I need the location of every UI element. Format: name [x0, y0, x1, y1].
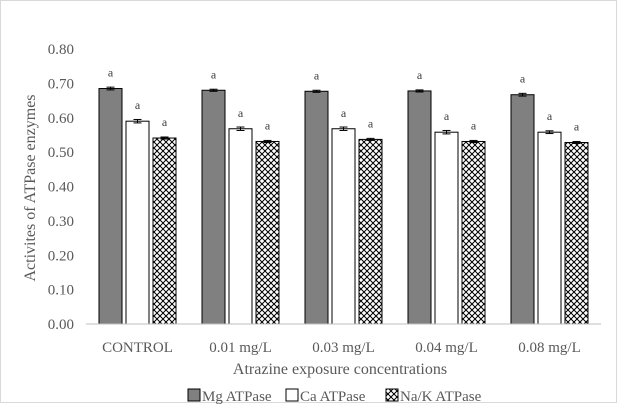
legend-item: Na/K ATPase: [385, 388, 482, 404]
error-bar: [366, 137, 375, 141]
x-tick-label: 0.04 mg/L: [415, 340, 478, 356]
plot-area: a a a a a a a a a a a a a a a: [98, 66, 589, 325]
legend-swatch: [285, 388, 299, 402]
y-tick-label: 0.60: [48, 111, 74, 127]
x-axis-title: Atrazine exposure concentrations: [233, 361, 447, 378]
x-tick-label: 0.08 mg/L: [518, 340, 581, 356]
bar-mg-atpase: [201, 89, 226, 325]
significance-label: a: [520, 72, 526, 86]
bar-mg-atpase: [510, 94, 535, 325]
legend-label: Ca ATPase: [300, 389, 366, 404]
error-bar: [209, 88, 218, 92]
bar-ca-atpase: [228, 128, 253, 325]
y-tick-label: 0.20: [48, 248, 74, 264]
error-bar: [160, 136, 169, 140]
bar-ca-atpase: [331, 128, 356, 325]
bar-ca-atpase: [434, 131, 459, 325]
bar-ca-atpase: [125, 120, 150, 325]
y-axis-ticks: 0.00 0.10 0.20 0.30 0.40 0.50 0.60 0.70 0.80: [48, 42, 74, 333]
bar-na-k-atpase: [358, 138, 383, 325]
y-tick-label: 0.80: [48, 42, 74, 58]
significance-label: a: [238, 106, 244, 120]
y-tick-label: 0.70: [48, 76, 74, 92]
bar-na-k-atpase: [461, 140, 486, 325]
error-bar: [442, 129, 451, 135]
error-bar: [339, 126, 348, 131]
significance-label: a: [417, 68, 423, 82]
significance-label: a: [162, 115, 168, 129]
bar-mg-atpase: [304, 90, 329, 325]
error-bar: [133, 118, 142, 124]
error-bar: [518, 92, 527, 97]
error-bar: [415, 89, 424, 93]
y-tick-label: 0.40: [48, 180, 74, 196]
legend-label: Mg ATPase: [202, 389, 272, 404]
bar-na-k-atpase: [564, 142, 589, 325]
significance-label: a: [471, 118, 477, 132]
y-axis-title: Activites of ATPase enzymes: [22, 94, 39, 281]
legend: Mg ATPase Ca ATPase Na/K ATPase: [187, 388, 482, 404]
y-tick-label: 0.10: [48, 283, 74, 299]
x-tick-label: 0.03 mg/L: [312, 340, 375, 356]
significance-label: a: [444, 109, 450, 123]
significance-label: a: [108, 66, 114, 80]
significance-label: a: [368, 116, 374, 130]
significance-label: a: [135, 98, 141, 112]
bar-mg-atpase: [98, 88, 123, 325]
significance-label: a: [547, 109, 553, 123]
legend-swatch: [187, 388, 201, 402]
y-tick-label: 0.30: [48, 214, 74, 230]
error-bar: [469, 139, 478, 143]
x-tick-label: CONTROL: [102, 340, 173, 356]
legend-swatch: [385, 388, 399, 402]
significance-label: a: [314, 68, 320, 82]
significance-label: a: [211, 67, 217, 81]
significance-label: a: [341, 106, 347, 120]
error-bar: [263, 139, 272, 143]
x-tick-label: 0.01 mg/L: [209, 340, 272, 356]
significance-label: a: [265, 118, 271, 132]
bar-na-k-atpase: [152, 137, 177, 325]
legend-label: Na/K ATPase: [400, 389, 482, 404]
x-axis-ticks: CONTROL 0.01 mg/L 0.03 mg/L 0.04 mg/L 0.08 m…: [102, 340, 581, 356]
error-bar: [236, 126, 245, 131]
bar-ca-atpase: [537, 131, 562, 325]
y-tick-label: 0.00: [48, 317, 74, 333]
legend-item: Ca ATPase: [285, 388, 366, 404]
significance-label: a: [574, 120, 580, 134]
error-bar: [545, 130, 554, 135]
error-bar: [106, 86, 115, 91]
y-tick-label: 0.50: [48, 145, 74, 161]
bar-mg-atpase: [407, 90, 432, 325]
legend-item: Mg ATPase: [187, 388, 272, 404]
error-bar: [572, 140, 581, 145]
bar-na-k-atpase: [255, 140, 280, 325]
error-bar: [312, 89, 321, 93]
